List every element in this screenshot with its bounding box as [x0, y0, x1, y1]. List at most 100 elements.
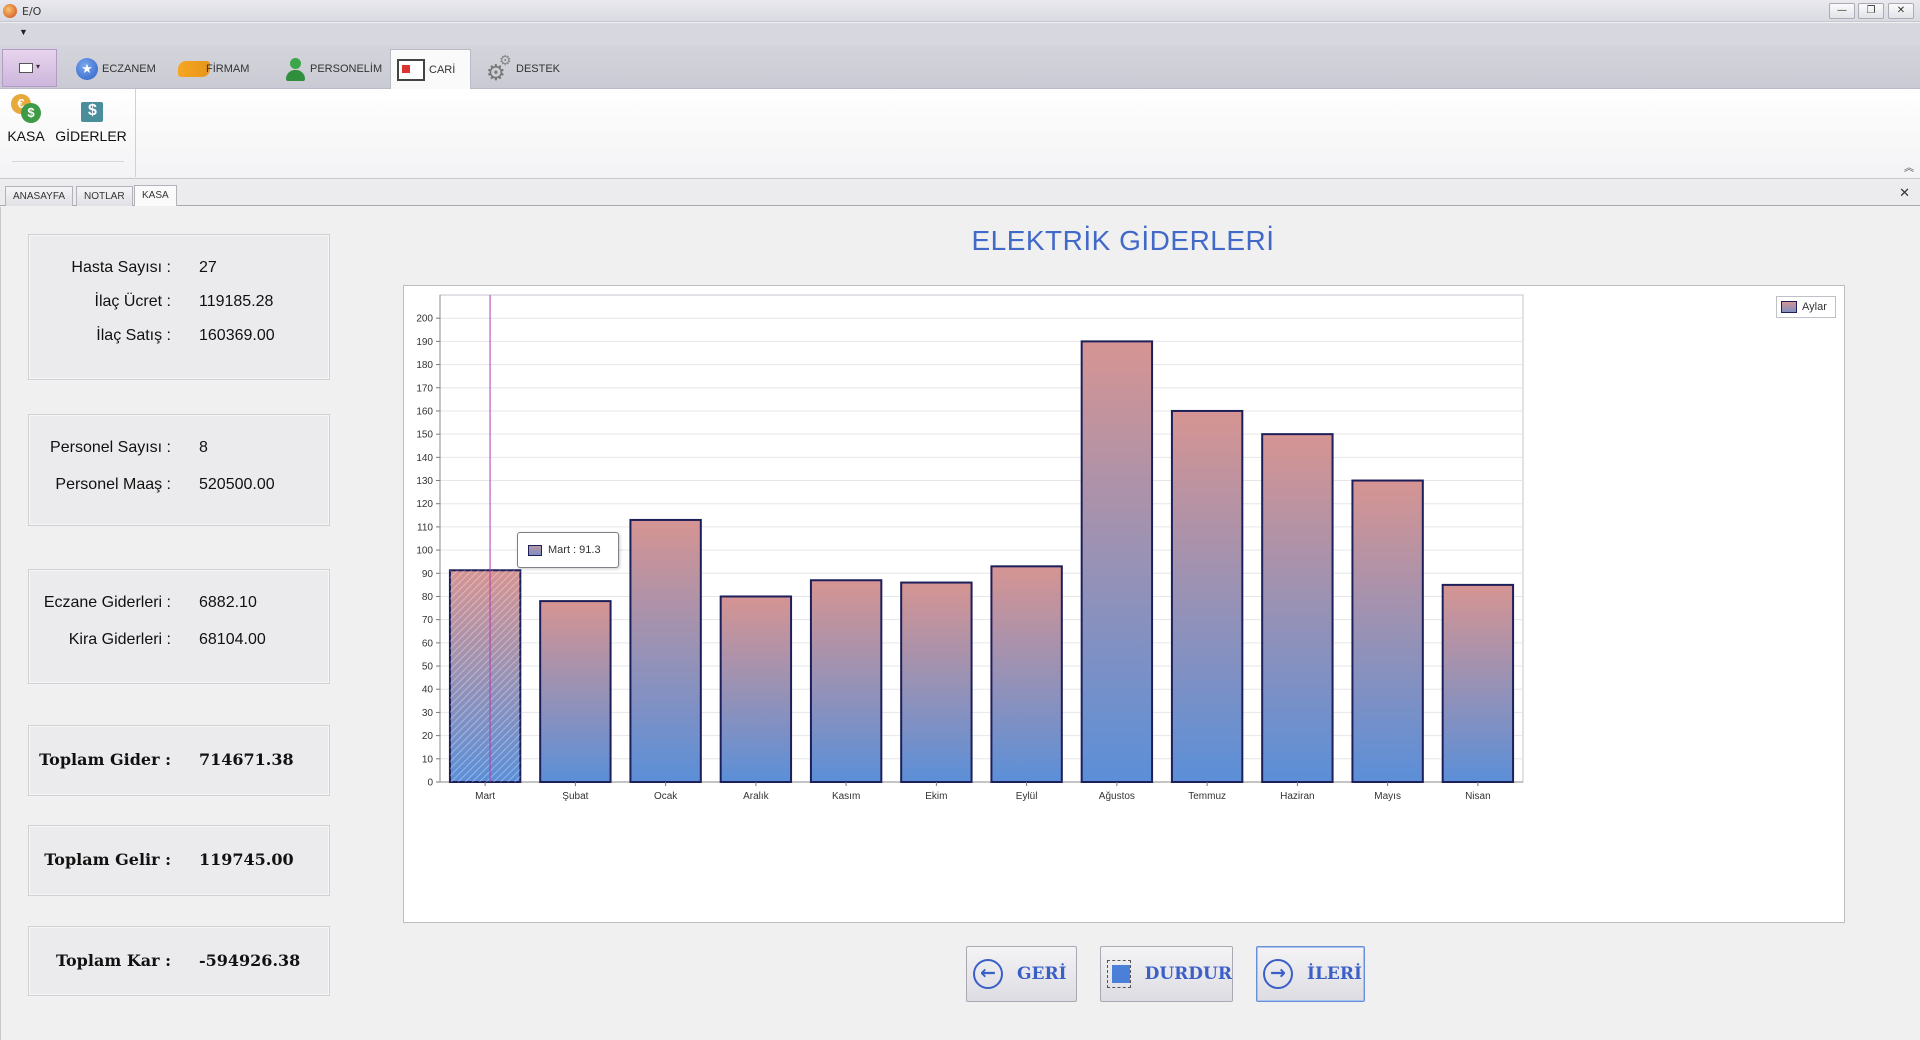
- restore-button[interactable]: ❐: [1858, 3, 1884, 19]
- tab-eczanem[interactable]: ★ ECZANEM: [70, 49, 162, 89]
- bar-highlight-hatch: [449, 570, 521, 782]
- x-tick-label: Mart: [475, 791, 495, 802]
- y-tick-label: 190: [416, 337, 433, 348]
- tab-anasayfa[interactable]: ANASAYFA: [5, 186, 74, 206]
- tab-label: ECZANEM: [102, 63, 156, 75]
- personel-sayisi-value: 8: [199, 439, 208, 456]
- ilac-satis-value: 160369.00: [199, 327, 275, 344]
- ribbon-panel: KASA GİDERLER ︽: [0, 89, 1920, 179]
- ilac-satis-label: İlaç Satış :: [96, 327, 171, 344]
- arrow-right-icon: →: [1263, 959, 1293, 989]
- bar-2: [629, 518, 702, 783]
- back-label: GERİ: [1017, 964, 1067, 984]
- expenses-panel: Eczane Giderleri : 6882.10 Kira Giderler…: [28, 569, 330, 684]
- toplam-gelir-value: 119745.00: [199, 850, 294, 869]
- bar-1: [539, 600, 612, 783]
- x-tick-label: Eylül: [1016, 791, 1038, 802]
- y-tick-label: 140: [416, 453, 433, 464]
- giderler-button[interactable]: GİDERLER: [54, 94, 128, 144]
- cart-icon: [397, 59, 425, 81]
- close-button[interactable]: ✕: [1888, 3, 1914, 19]
- personel-maas-value: 520500.00: [199, 476, 275, 493]
- stop-label: DURDUR: [1144, 964, 1232, 984]
- x-tick-label: Ekim: [925, 791, 947, 802]
- x-tick-label: Nisan: [1465, 791, 1491, 802]
- tab-cari[interactable]: CARİ: [390, 49, 471, 90]
- app-icon: [3, 4, 17, 18]
- eczane-giderleri-label: Eczane Giderleri :: [43, 594, 171, 611]
- y-tick-label: 50: [422, 662, 434, 673]
- tab-label: CARİ: [429, 64, 456, 76]
- tab-destek[interactable]: DESTEK: [480, 49, 566, 89]
- bar-chart: 0 10 20 30 40 50 60 70 80 90 100 110 120 130 140 150 160…: [416, 294, 1524, 802]
- expense-icon: [76, 94, 106, 124]
- bar-11: [1441, 583, 1515, 783]
- legend-label: Aylar: [1802, 301, 1827, 313]
- x-tick-label: Ağustos: [1099, 791, 1135, 802]
- bar-5: [900, 581, 973, 783]
- kasa-label: KASA: [7, 128, 45, 144]
- bar-tooltip: Mart : 91.3: [517, 532, 619, 568]
- title-bar: E/O — ❐ ✕: [0, 0, 1920, 22]
- x-tick-label: Temmuz: [1188, 791, 1226, 802]
- back-button[interactable]: ← GERİ: [966, 946, 1077, 1002]
- bar-10: [1351, 479, 1424, 783]
- y-tick-label: 200: [416, 314, 433, 325]
- y-tick-label: 10: [422, 754, 434, 765]
- kira-giderleri-value: 68104.00: [199, 631, 266, 648]
- stop-button[interactable]: DURDUR: [1100, 946, 1233, 1002]
- y-tick-label: 170: [416, 383, 433, 394]
- tooltip-text: Mart : 91.3: [548, 544, 601, 556]
- ribbon-tab-bar: ▾ ★ ECZANEM FİRMAM PERSONELİM CARİ DESTE…: [0, 45, 1920, 90]
- y-tick-label: 160: [416, 406, 433, 417]
- tab-label: PERSONELİM: [310, 63, 383, 75]
- y-tick-label: 60: [422, 638, 434, 649]
- bar-4: [809, 579, 883, 783]
- tab-notlar[interactable]: NOTLAR: [76, 186, 133, 206]
- x-tick-label: Aralık: [743, 791, 770, 802]
- y-tick-label: 30: [422, 708, 434, 719]
- tab-firmam[interactable]: FİRMAM: [172, 49, 255, 89]
- ilac-ucret-label: İlaç Ücret :: [94, 293, 171, 310]
- x-tick-label: Ocak: [654, 791, 678, 802]
- close-document-icon[interactable]: ✕: [1899, 185, 1910, 200]
- bar-9: [1261, 433, 1334, 783]
- ilac-ucret-value: 119185.28: [199, 293, 274, 310]
- star-icon: ★: [76, 58, 98, 80]
- minimize-button[interactable]: —: [1829, 3, 1855, 19]
- app-menu-icon: [19, 63, 33, 73]
- x-tick-label: Şubat: [562, 791, 588, 802]
- stop-icon: [1107, 960, 1131, 988]
- tooltip-swatch: [528, 544, 542, 556]
- bar-6: [990, 565, 1063, 784]
- kasa-button[interactable]: KASA: [6, 94, 46, 144]
- toplam-kar-value: -594926.38: [199, 951, 301, 970]
- patient-drug-panel: Hasta Sayısı : 27 İlaç Ücret : 119185.28…: [28, 234, 330, 380]
- chevron-down-icon: ▾: [36, 62, 41, 71]
- plot-area: [439, 294, 1524, 783]
- window-title: E/O: [22, 5, 42, 18]
- money-icon: [11, 94, 41, 124]
- personel-sayisi-label: Personel Sayısı :: [50, 439, 171, 456]
- y-tick-label: 130: [416, 476, 433, 487]
- hasta-sayisi-value: 27: [199, 259, 217, 276]
- person-icon: [284, 56, 306, 82]
- next-button[interactable]: → İLERİ: [1256, 946, 1365, 1002]
- tab-kasa[interactable]: KASA: [134, 185, 177, 206]
- y-tick-label: 100: [416, 546, 433, 557]
- toplam-gelir-label: Toplam Gelir :: [44, 850, 171, 869]
- y-tick-label: 120: [416, 499, 433, 510]
- application-menu-button[interactable]: ▾: [2, 49, 57, 87]
- y-tick-label: 110: [417, 522, 433, 533]
- arrow-left-icon: ←: [973, 959, 1003, 989]
- y-tick-label: 150: [416, 430, 433, 441]
- document-tab-bar: ANASAYFA NOTLAR KASA ✕: [0, 180, 1920, 206]
- x-tick-label: Kasım: [832, 791, 860, 802]
- personel-maas-label: Personel Maaş :: [55, 476, 171, 493]
- tab-personelim[interactable]: PERSONELİM: [278, 49, 388, 89]
- collapse-ribbon-icon[interactable]: ︽: [1904, 163, 1914, 174]
- ribbon-group-separator: [135, 89, 136, 177]
- quick-access-dropdown-icon[interactable]: ▼: [19, 27, 28, 37]
- tab-label: FİRMAM: [206, 63, 250, 75]
- personnel-panel: Personel Sayısı : 8 Personel Maaş : 5205…: [28, 414, 330, 526]
